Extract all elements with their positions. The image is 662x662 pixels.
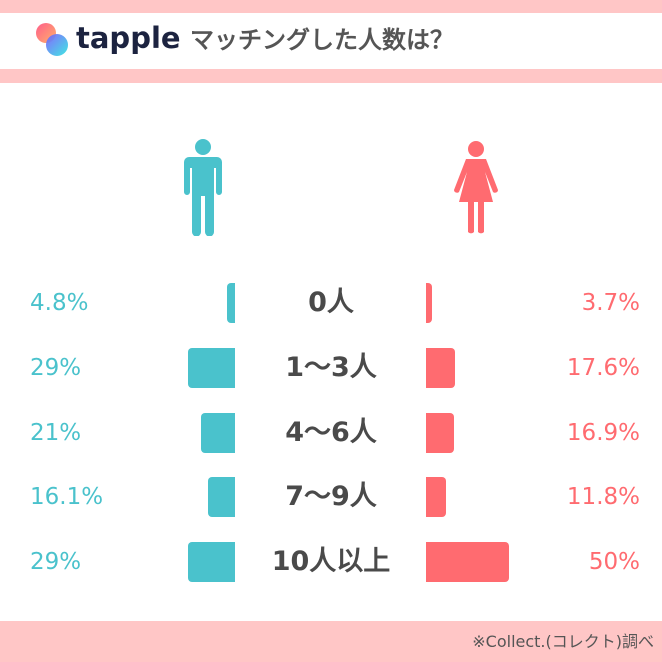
male-bar — [188, 348, 235, 388]
row-1: 29% 1〜3人 17.6% — [0, 348, 662, 388]
row-3: 16.1% 7〜9人 11.8% — [0, 477, 662, 517]
male-pct: 4.8% — [30, 290, 89, 316]
category-label: 10人以上 — [271, 546, 391, 577]
category-label: 1〜3人 — [285, 352, 377, 383]
tapple-logo-icon — [36, 23, 68, 56]
male-pct: 16.1% — [30, 484, 104, 510]
female-pct: 16.9% — [566, 420, 640, 446]
male-bar — [208, 477, 235, 517]
male-bar — [227, 283, 235, 323]
female-bar — [426, 413, 454, 453]
footer: ※Collect.(コレクト)調べ — [0, 621, 662, 662]
category-label: 7〜9人 — [285, 481, 377, 512]
male-pct: 29% — [30, 549, 82, 575]
header — [0, 13, 662, 69]
female-pct: 50% — [588, 549, 640, 575]
female-bar — [426, 283, 432, 323]
female-person-icon — [454, 141, 498, 234]
brand-name: tapple — [76, 21, 181, 55]
male-pct: 21% — [30, 420, 82, 446]
female-pct: 17.6% — [566, 355, 640, 381]
row-4: 29% 10人以上 50% — [0, 542, 662, 582]
category-label: 4〜6人 — [285, 417, 377, 448]
top-band — [0, 0, 662, 13]
male-bar — [201, 413, 235, 453]
chart-title: マッチングした人数は？ — [190, 26, 454, 54]
category-label: 0人 — [308, 287, 354, 318]
female-bar — [426, 477, 446, 517]
male-person-icon — [184, 139, 222, 236]
female-bar — [426, 542, 509, 582]
male-bar — [188, 542, 235, 582]
header-bottom-band — [0, 69, 662, 83]
row-2: 21% 4〜6人 16.9% — [0, 413, 662, 453]
row-0: 4.8% 0人 3.7% — [0, 283, 662, 323]
female-pct: 11.8% — [566, 484, 640, 510]
male-pct: 29% — [30, 355, 82, 381]
female-bar — [426, 348, 455, 388]
female-pct: 3.7% — [581, 290, 640, 316]
source-note: ※Collect.(コレクト)調べ — [472, 632, 654, 651]
